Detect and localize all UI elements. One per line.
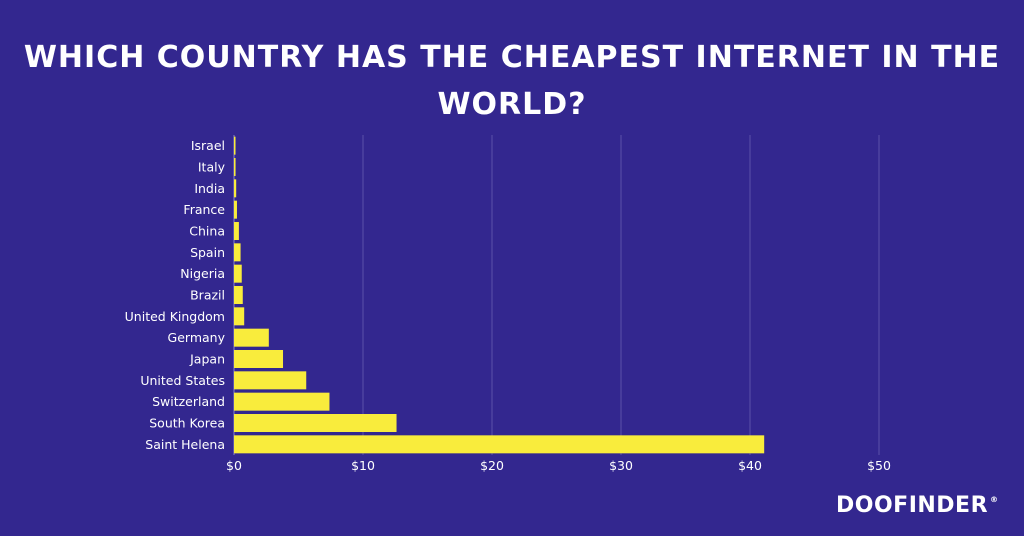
chart-title: WHICH COUNTRY HAS THE CHEAPEST INTERNET … <box>23 40 1001 122</box>
bar-brazil <box>234 286 243 304</box>
x-tick-label: $10 <box>351 458 375 473</box>
category-label: Saint Helena <box>145 437 225 452</box>
category-label: United Kingdom <box>125 309 225 324</box>
category-label: Italy <box>198 160 226 175</box>
category-label: South Korea <box>149 416 225 431</box>
x-tick-label: $30 <box>609 458 633 473</box>
category-label: United States <box>140 373 225 388</box>
bar-india <box>234 179 237 198</box>
registered-mark: ® <box>990 495 999 504</box>
bar-united-kingdom <box>234 307 245 326</box>
category-label: India <box>194 181 225 196</box>
bars <box>234 136 765 454</box>
bar-china <box>234 222 239 240</box>
gridlines <box>233 135 880 455</box>
category-label: Israel <box>191 138 225 153</box>
doofinder-logo: DOOFINDER ® <box>836 493 999 518</box>
bar-south-korea <box>234 414 397 432</box>
bar-spain <box>234 243 241 262</box>
x-tick-label: $50 <box>867 458 891 473</box>
category-label: Switzerland <box>152 394 225 409</box>
bar-japan <box>234 350 284 368</box>
x-tick-label: $20 <box>480 458 504 473</box>
category-label: Spain <box>190 245 225 260</box>
category-label: Brazil <box>190 288 225 303</box>
category-label: France <box>183 202 225 217</box>
bar-switzerland <box>234 392 330 411</box>
category-label: Germany <box>168 330 226 345</box>
category-labels: Israel Italy India France China Spain Nigeria B… <box>125 138 226 452</box>
brand-name: DOOFINDER <box>836 493 989 518</box>
category-label: Japan <box>189 352 225 367</box>
x-tick-label: $0 <box>226 458 242 473</box>
bar-israel <box>234 136 236 155</box>
category-label: Nigeria <box>180 266 225 281</box>
bar-italy <box>234 158 236 176</box>
bar-united-states <box>234 371 307 390</box>
bar-germany <box>234 328 269 347</box>
category-label: China <box>189 224 225 239</box>
x-tick-label: $40 <box>738 458 762 473</box>
bar-saint-helena <box>234 435 765 454</box>
x-tick-labels: $0 $10 $20 $30 $40 $50 <box>226 458 891 473</box>
bar-france <box>234 200 237 219</box>
bar-nigeria <box>234 264 242 283</box>
